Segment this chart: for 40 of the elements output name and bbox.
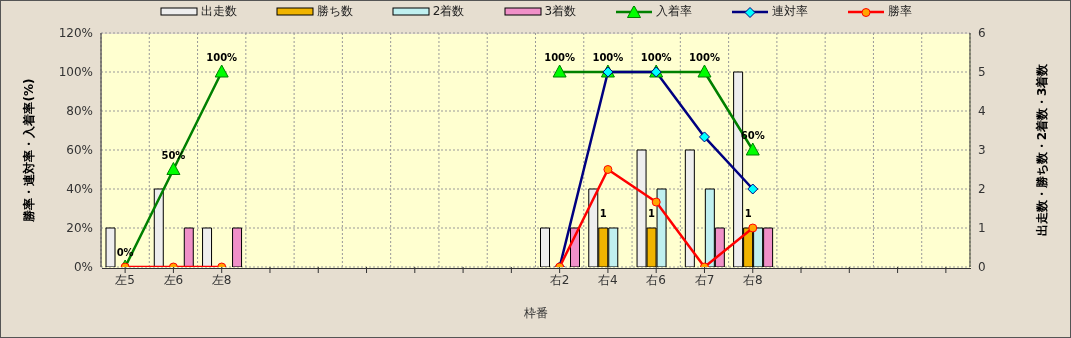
y-tick-label: 60% — [66, 143, 93, 158]
legend-label: 3着数 — [544, 3, 577, 20]
data-label: 100% — [640, 52, 672, 63]
y-tick-label: 20% — [66, 221, 93, 236]
legend-label: 2着数 — [432, 3, 465, 20]
legend-label: 勝ち数 — [316, 3, 353, 20]
data-label: 100% — [592, 52, 624, 63]
x-tick-label: 左6 — [163, 272, 184, 287]
legend-label: 出走数 — [200, 3, 237, 20]
y-tick-label: 120% — [58, 26, 93, 41]
x-tick-label: 右8 — [742, 272, 763, 287]
data-label: 1 — [648, 208, 656, 219]
x-tick-label: 右4 — [598, 272, 618, 287]
y2-tick-label: 6 — [978, 26, 986, 41]
y2-tick-label: 1 — [978, 221, 986, 236]
data-label: 100% — [544, 52, 576, 63]
y2-tick-label: 4 — [978, 104, 986, 119]
data-label: 100% — [689, 52, 720, 63]
data-label: 1 — [744, 208, 752, 219]
x-tick-label: 左8 — [211, 272, 232, 287]
data-label: 100% — [206, 52, 238, 63]
y2-axis-title: 出走数・勝ち数・2着数・3着数 — [1035, 62, 1050, 237]
y-tick-label: 0% — [73, 260, 93, 275]
x-tick-label: 右7 — [694, 272, 715, 287]
x-tick-label: 右6 — [646, 272, 667, 287]
y-tick-label: 100% — [58, 65, 93, 80]
y-tick-label: 80% — [66, 104, 93, 119]
y-axis-title: 勝率・連対率・入着率(%) — [22, 78, 37, 223]
y2-tick-label: 0 — [978, 260, 986, 275]
data-label: 1 — [599, 208, 607, 219]
x-tick-label: 左5 — [115, 272, 135, 287]
y2-tick-label: 2 — [978, 182, 986, 197]
legend-label: 連対率 — [772, 3, 809, 20]
x-tick-label: 右2 — [549, 272, 570, 287]
legend-label: 入着率 — [656, 3, 693, 20]
legend-label: 勝率 — [888, 3, 913, 20]
y2-tick-label: 5 — [978, 65, 986, 80]
y2-tick-label: 3 — [978, 143, 986, 158]
y-tick-label: 40% — [66, 182, 93, 197]
x-axis-title: 枠番 — [522, 306, 548, 320]
